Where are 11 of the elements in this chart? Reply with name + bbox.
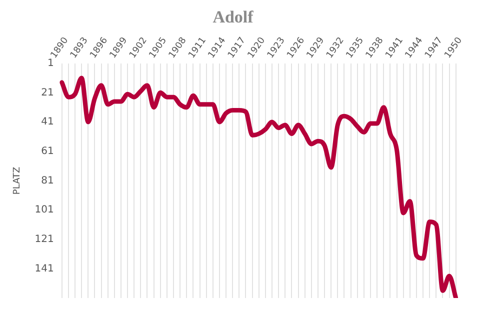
y-tick-label: 101 xyxy=(34,204,54,216)
y-tick-label: 141 xyxy=(34,263,54,274)
y-tick-label: 21 xyxy=(41,87,54,98)
line-series xyxy=(60,76,458,298)
chart-title: Adolf xyxy=(212,8,254,27)
y-tick-label: 81 xyxy=(41,175,54,186)
y-tick-label: 61 xyxy=(41,146,54,157)
y-tick-label: 41 xyxy=(41,116,54,128)
y-tick-label: 121 xyxy=(34,234,54,245)
y-tick-label: 1 xyxy=(48,58,54,69)
y-axis-title: PLATZ xyxy=(12,166,23,195)
